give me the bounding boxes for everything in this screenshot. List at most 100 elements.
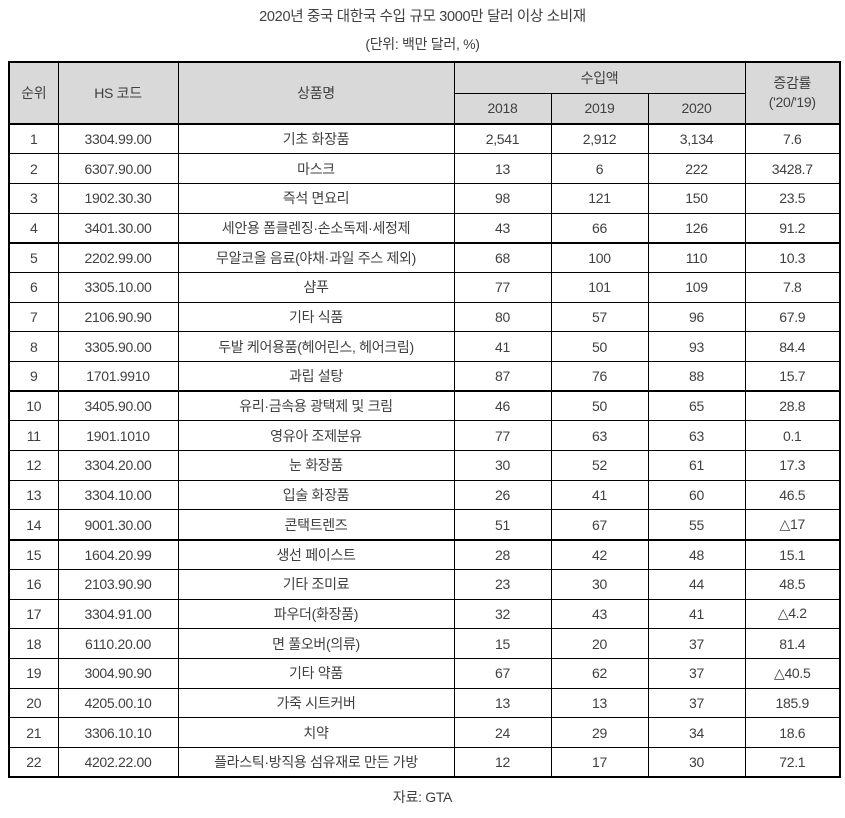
cell-rank: 20	[8, 687, 59, 719]
cell-rank: 3	[8, 182, 59, 214]
table-row: 17 3304.91.00 파우더(화장품) 32 43 41 △4.2	[8, 598, 841, 630]
table-row: 2 6307.90.00 마스크 13 6 222 3428.7	[8, 153, 841, 184]
cell-product-name: 두발 케어용품(헤어린스, 헤어크림)	[177, 331, 455, 362]
cell-import-2020: 37	[647, 687, 746, 719]
cell-hs-code: 3304.91.00	[57, 598, 179, 630]
table-row: 10 3405.90.00 유리·금속용 광택제 및 크림 46 50 65 2…	[8, 390, 841, 422]
cell-import-2020: 93	[647, 331, 746, 362]
cell-rank: 15	[8, 538, 59, 570]
cell-import-2019: 62	[550, 657, 649, 689]
cell-import-2019: 13	[550, 687, 649, 719]
cell-product-name: 무알코올 음료(야채·과일 주스 제외)	[177, 241, 455, 273]
cell-import-2019: 29	[550, 717, 649, 748]
cell-rank: 13	[8, 479, 59, 511]
table-header-row-2: 2018 2019 2020	[9, 92, 840, 125]
cell-product-name: 즉석 면요리	[177, 182, 455, 214]
cell-rank: 7	[8, 301, 59, 333]
cell-import-2019: 76	[550, 361, 649, 392]
cell-import-2018: 80	[453, 301, 552, 333]
table-row: 18 6110.20.00 면 풀오버(의류) 15 20 37 81.4	[8, 628, 841, 659]
cell-import-2019: 57	[550, 301, 649, 333]
cell-import-2020: 55	[647, 509, 746, 541]
cell-import-2019: 100	[550, 241, 649, 273]
cell-import-2020: 60	[647, 479, 746, 511]
cell-import-2018: 24	[453, 717, 552, 748]
cell-rank: 22	[8, 746, 59, 778]
cell-import-2020: 37	[647, 628, 746, 659]
table-row: 19 3004.90.90 기타 약품 67 62 37 △40.5	[8, 657, 841, 689]
page-title: 2020년 중국 대한국 수입 규모 3000만 달러 이상 소비재	[259, 9, 586, 25]
column-header-imports-group: 수입액	[453, 61, 746, 94]
cell-product-name: 치약	[177, 717, 455, 748]
cell-hs-code: 3405.90.00	[57, 390, 179, 422]
table-row: 9 1701.9910 과립 설탕 87 76 88 15.7	[8, 361, 841, 392]
cell-hs-code: 3401.30.00	[57, 212, 179, 244]
cell-import-2019: 41	[550, 479, 649, 511]
table-row: 12 3304.20.00 눈 화장품 30 52 61 17.3	[8, 450, 841, 481]
cell-hs-code: 3305.10.00	[57, 271, 179, 303]
table-row: 11 1901.1010 영유아 조제분유 77 63 63 0.1	[8, 420, 841, 452]
cell-product-name: 기타 약품	[177, 657, 455, 689]
cell-product-name: 유리·금속용 광택제 및 크림	[177, 390, 455, 422]
cell-rank: 19	[8, 657, 59, 689]
cell-rank: 4	[8, 212, 59, 244]
cell-import-2020: 30	[647, 746, 746, 778]
cell-change-rate: 3428.7	[744, 153, 841, 184]
cell-hs-code: 3306.10.10	[57, 717, 179, 748]
cell-import-2018: 12	[453, 746, 552, 778]
column-header-year-2019: 2019	[550, 92, 649, 125]
imports-table: 순위 HS 코드 상품명 수입액 증감률 ('20/'19) 2018 2019…	[8, 61, 841, 779]
cell-rank: 18	[8, 628, 59, 659]
cell-product-name: 세안용 폼클렌징·손소독제·세정제	[177, 212, 455, 244]
cell-product-name: 가죽 시트커버	[177, 687, 455, 719]
cell-import-2020: 126	[647, 212, 746, 244]
cell-import-2018: 30	[453, 450, 552, 481]
cell-import-2019: 20	[550, 628, 649, 659]
cell-hs-code: 6110.20.00	[57, 628, 179, 659]
column-header-hs-code: HS 코드	[57, 61, 179, 125]
cell-rank: 9	[8, 361, 59, 392]
cell-product-name: 기타 조미료	[177, 568, 455, 600]
cell-import-2018: 68	[453, 241, 552, 273]
cell-change-rate: 28.8	[744, 390, 841, 422]
cell-product-name: 마스크	[177, 153, 455, 184]
cell-product-name: 샴푸	[177, 271, 455, 303]
cell-change-rate: 46.5	[744, 479, 841, 511]
cell-change-rate: 10.3	[744, 241, 841, 273]
cell-import-2020: 63	[647, 420, 746, 452]
column-header-change-label: 증감률	[773, 75, 812, 91]
cell-import-2018: 87	[453, 361, 552, 392]
cell-change-rate: 72.1	[744, 746, 841, 778]
cell-rank: 2	[8, 153, 59, 184]
cell-import-2019: 2,912	[550, 123, 649, 155]
cell-product-name: 입술 화장품	[177, 479, 455, 511]
cell-hs-code: 1701.9910	[57, 361, 179, 392]
table-row: 4 3401.30.00 세안용 폼클렌징·손소독제·세정제 43 66 126…	[8, 212, 841, 244]
cell-rank: 14	[8, 509, 59, 541]
table-row: 3 1902.30.30 즉석 면요리 98 121 150 23.5	[8, 182, 841, 214]
cell-import-2020: 37	[647, 657, 746, 689]
cell-import-2020: 3,134	[647, 123, 746, 155]
cell-import-2020: 34	[647, 717, 746, 748]
table-header: 순위 HS 코드 상품명 수입액 증감률 ('20/'19) 2018 2019…	[8, 61, 841, 125]
cell-product-name: 영유아 조제분유	[177, 420, 455, 452]
cell-import-2019: 30	[550, 568, 649, 600]
cell-import-2019: 63	[550, 420, 649, 452]
table-row: 7 2106.90.90 기타 식품 80 57 96 67.9	[8, 301, 841, 333]
table-row: 22 4202.22.00 플라스틱·방직용 섬유재로 만든 가방 12 17 …	[8, 746, 841, 778]
cell-import-2018: 23	[453, 568, 552, 600]
cell-change-rate: 0.1	[744, 420, 841, 452]
cell-import-2018: 51	[453, 509, 552, 541]
cell-import-2018: 2,541	[453, 123, 552, 155]
column-header-rank: 순위	[8, 61, 59, 125]
table-row: 5 2202.99.00 무알코올 음료(야채·과일 주스 제외) 68 100…	[8, 241, 841, 273]
cell-hs-code: 3304.99.00	[57, 123, 179, 155]
cell-hs-code: 1901.1010	[57, 420, 179, 452]
cell-hs-code: 2202.99.00	[57, 241, 179, 273]
cell-rank: 11	[8, 420, 59, 452]
cell-change-rate: 84.4	[744, 331, 841, 362]
cell-import-2019: 6	[550, 153, 649, 184]
cell-import-2018: 13	[453, 687, 552, 719]
cell-import-2018: 46	[453, 390, 552, 422]
cell-import-2019: 52	[550, 450, 649, 481]
